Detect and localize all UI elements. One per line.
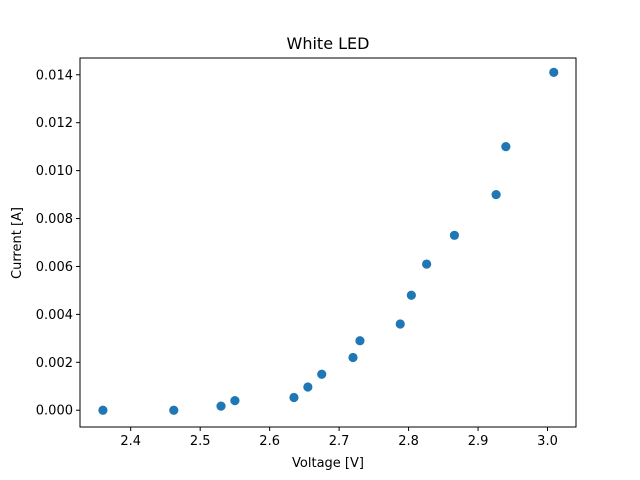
chart-title: White LED — [287, 34, 370, 53]
data-point — [230, 396, 240, 406]
data-point — [406, 290, 416, 300]
x-tick-label: 2.8 — [398, 434, 419, 449]
y-tick-label: 0.012 — [36, 116, 73, 131]
y-tick-label: 0.014 — [36, 68, 73, 83]
x-tick-label: 3.0 — [537, 434, 558, 449]
data-point — [501, 142, 511, 152]
axes-frame — [79, 57, 577, 428]
x-axis-ticks: 2.4 2.5 2.6 2.7 2.8 2.9 3.0 — [120, 427, 558, 449]
y-axis-ticks: 0.000 0.002 0.004 0.006 0.008 0.010 0.012 0.014 — [36, 68, 80, 419]
x-tick-label: 2.5 — [190, 434, 211, 449]
data-point — [395, 319, 405, 329]
data-point — [169, 405, 179, 415]
data-point — [348, 352, 358, 363]
y-axis-label: Current [A] — [10, 207, 25, 279]
x-tick-label: 2.7 — [329, 434, 350, 449]
x-axis-label: Voltage [V] — [292, 456, 364, 471]
y-tick-label: 0.010 — [36, 164, 73, 179]
x-tick-label: 2.4 — [120, 434, 141, 449]
y-tick-label: 0.000 — [36, 404, 73, 419]
x-tick-label: 2.9 — [468, 434, 489, 449]
x-tick-label: 2.6 — [259, 434, 280, 449]
data-point — [303, 382, 313, 392]
data-point — [317, 369, 327, 379]
data-point — [449, 230, 460, 240]
data-points — [98, 67, 559, 415]
data-point — [491, 189, 501, 200]
y-tick-label: 0.006 — [36, 260, 73, 275]
y-tick-label: 0.002 — [36, 356, 73, 371]
data-point — [355, 336, 365, 346]
y-tick-label: 0.004 — [36, 308, 73, 323]
y-tick-label: 0.008 — [36, 212, 73, 227]
data-point — [422, 259, 432, 269]
data-point — [549, 67, 559, 77]
data-point — [98, 405, 108, 415]
plot-area: 2.4 2.5 2.6 2.7 2.8 2.9 3.0 0.0000.0020.0040.0… — [36, 57, 577, 449]
data-point — [289, 392, 299, 403]
data-point — [216, 401, 226, 411]
